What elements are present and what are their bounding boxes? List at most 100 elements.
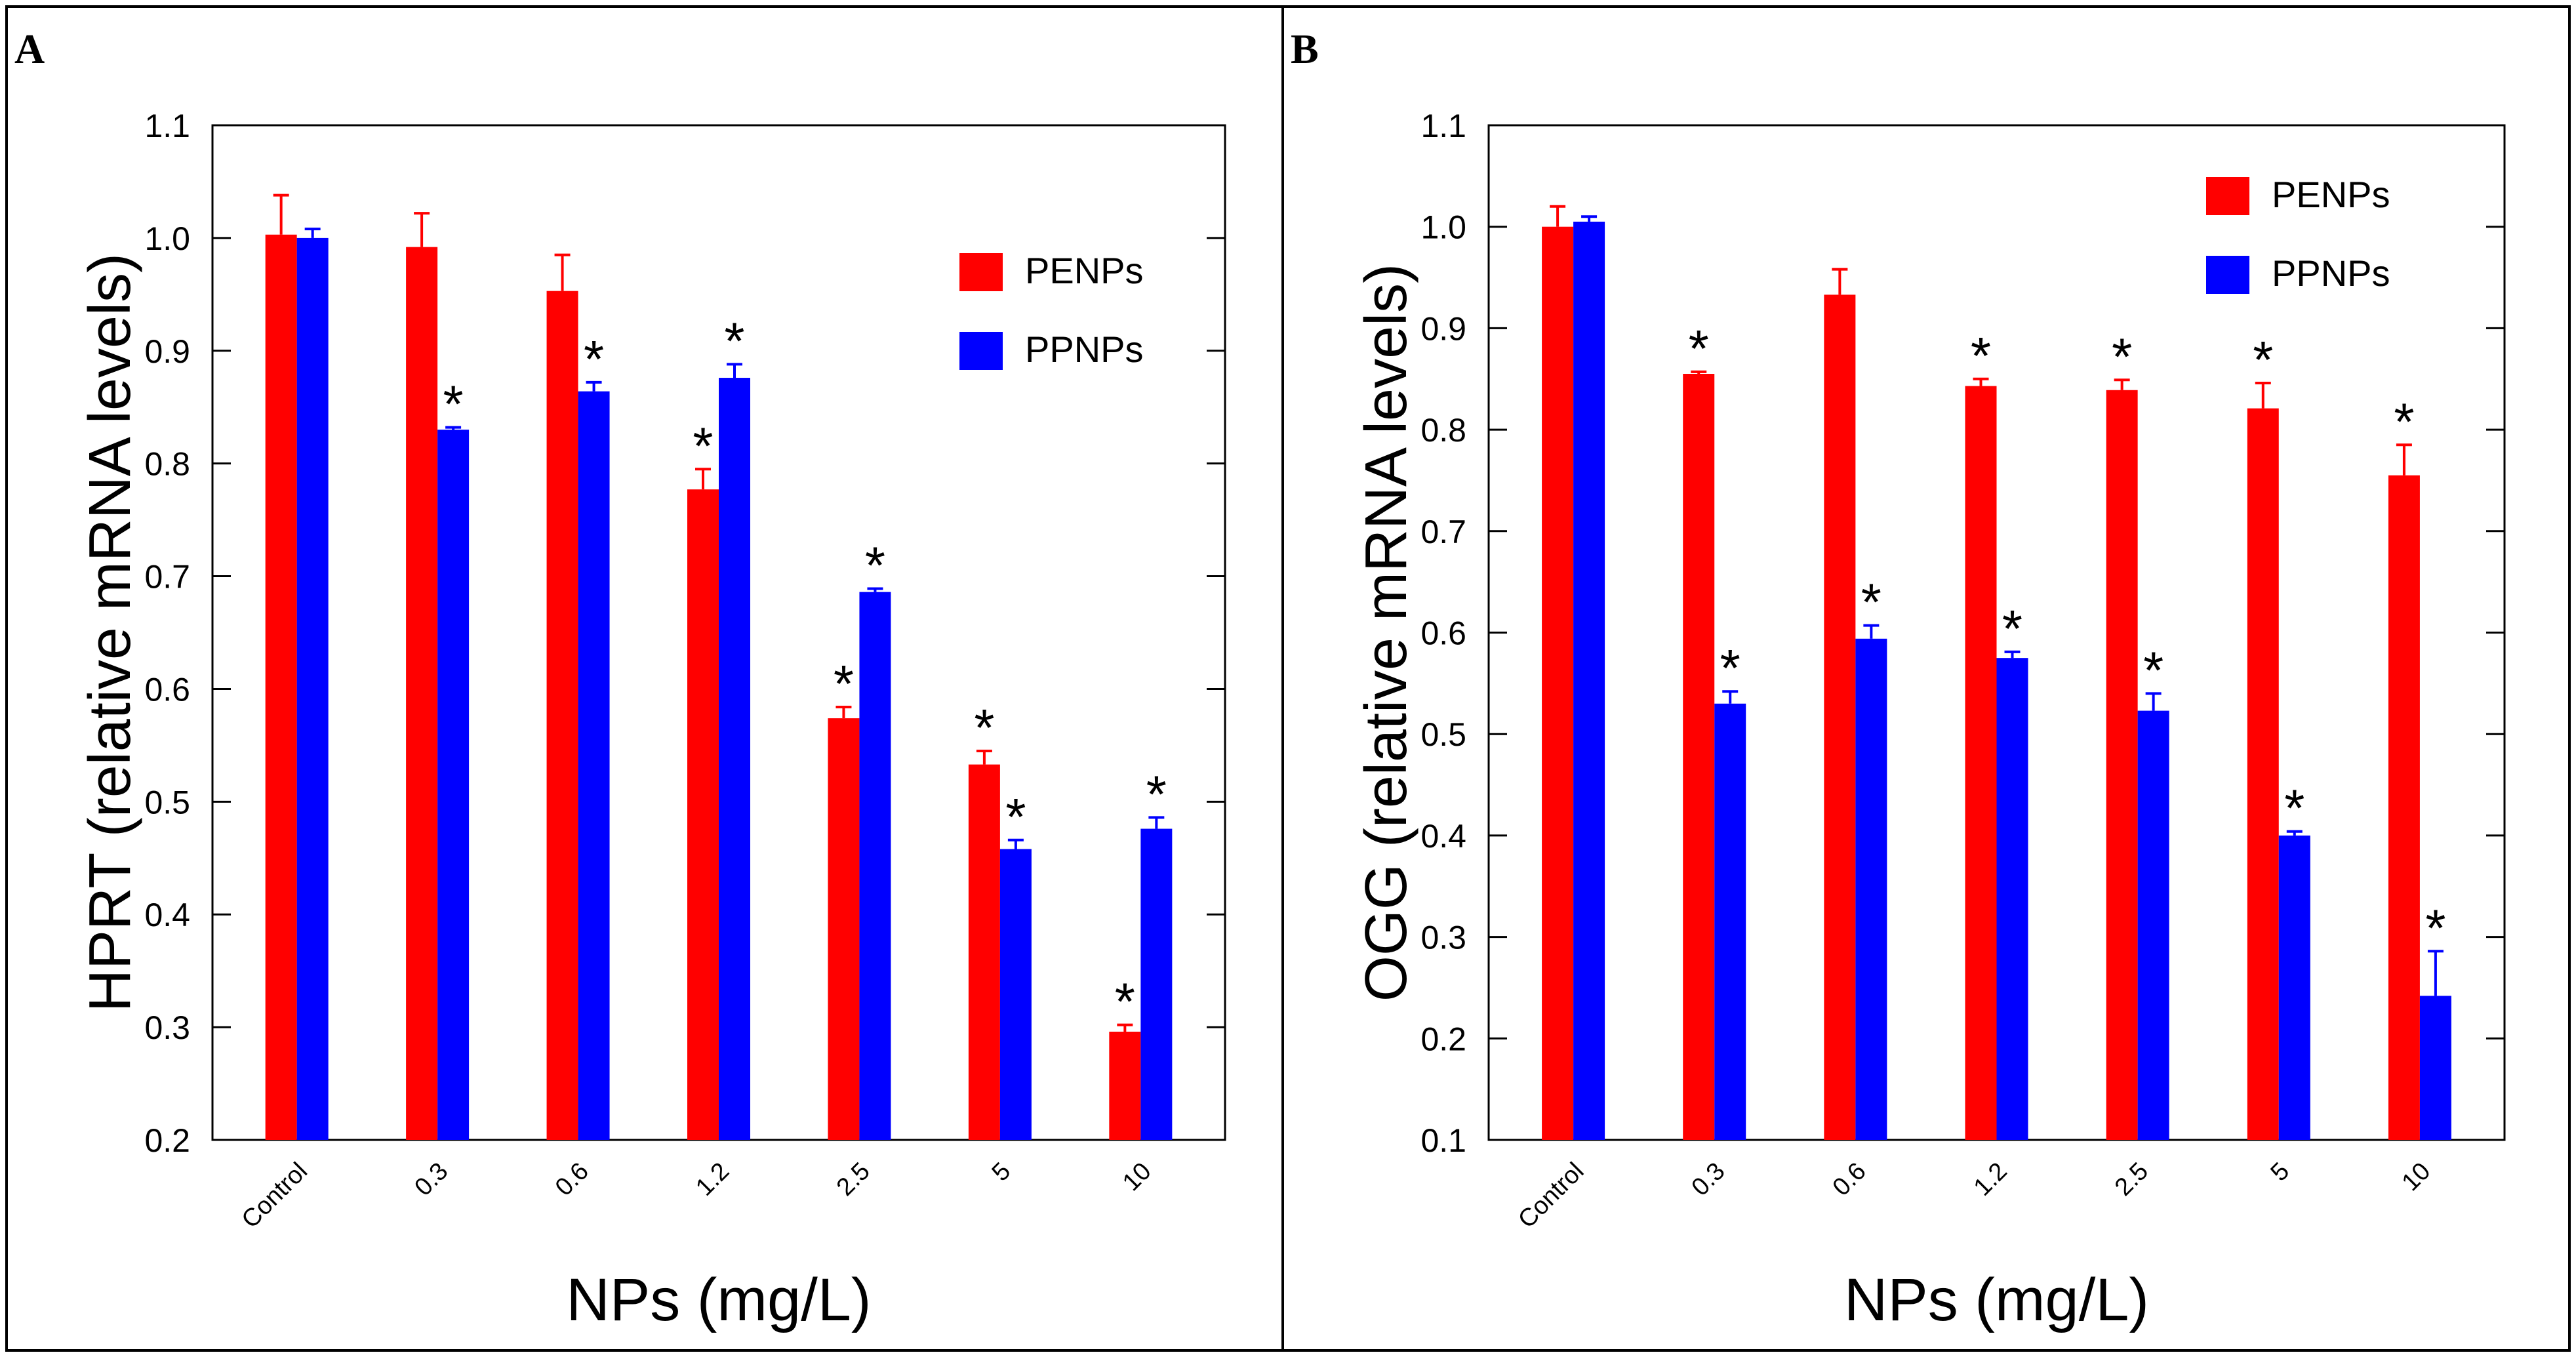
- chart-b-xtick-label: Control: [1513, 1158, 1589, 1234]
- chart-b-ytick-label: 0.4: [1420, 818, 1466, 855]
- chart-a-ytick-label: 0.2: [144, 1122, 190, 1159]
- chart-b-significance-star: *: [2143, 641, 2163, 699]
- panel-a-letter: A: [14, 26, 45, 72]
- chart-a-ytick-label: 0.3: [144, 1009, 190, 1046]
- chart-a-xtick-label: 0.6: [550, 1158, 594, 1202]
- chart-a-significance-star: *: [974, 699, 994, 757]
- chart-a-bar-ppnps: [1140, 828, 1173, 1140]
- chart-b-ogg: 0.1 0.2 0.3 0.4 0.5 0.6 0.7 0.8 0.9 1.0 1.1 Control…: [1354, 108, 2506, 1333]
- chart-b-bar-penps: [2388, 475, 2420, 1140]
- chart-a-hprt: 0.2 0.3 0.4 0.5 0.6 0.7 0.8 0.9 1.0 1.1 Control 0.3…: [77, 108, 1226, 1333]
- chart-a-ytick-label: 1.1: [144, 108, 190, 144]
- chart-b-significance-star: *: [2112, 327, 2132, 386]
- chart-b-bar-ppnps: [2137, 710, 2169, 1140]
- chart-b-bar-ppnps: [1996, 658, 2028, 1140]
- chart-b-xtick-label: 5: [2265, 1158, 2295, 1187]
- chart-a-bar-penps: [687, 489, 719, 1140]
- chart-a-bar-penps: [265, 234, 297, 1141]
- chart-b-ytick-label: 0.3: [1420, 920, 1466, 956]
- chart-a-significance-star: *: [443, 375, 464, 434]
- chart-a-significance-star: *: [693, 416, 713, 475]
- chart-a-ytick-label: 0.6: [144, 671, 190, 708]
- chart-a-bar-penps: [828, 718, 860, 1140]
- chart-b-xtick-label: 1.2: [1969, 1158, 2013, 1202]
- chart-b-bar-ppnps: [2419, 996, 2451, 1140]
- chart-b-bar-ppnps: [1573, 221, 1605, 1141]
- chart-a-ytick-label: 0.8: [144, 446, 190, 483]
- chart-a-legend-swatch-ppnps: [959, 332, 1003, 370]
- chart-b-ytick-label: 0.5: [1420, 716, 1466, 753]
- chart-b-bar-penps: [1542, 226, 1574, 1141]
- chart-b-legend-swatch-ppnps: [2206, 256, 2249, 294]
- chart-a-legend-swatch-penps: [959, 253, 1003, 291]
- chart-b-xtick-label: 0.6: [1828, 1158, 1872, 1202]
- chart-b-significance-star: *: [1720, 639, 1741, 697]
- chart-b-bar-penps: [1965, 386, 1997, 1140]
- chart-b-ytick-label: 0.2: [1420, 1021, 1466, 1057]
- chart-b-ytick-label: 1.1: [1420, 108, 1466, 144]
- chart-a-xtick-label: 5: [987, 1158, 1016, 1187]
- chart-a-bar-penps: [546, 291, 578, 1141]
- chart-b-legend-label-ppnps: PPNPs: [2272, 253, 2390, 294]
- chart-b-bar-ppnps: [1714, 703, 1746, 1140]
- panel-b-letter: B: [1291, 26, 1319, 72]
- chart-b-significance-star: *: [2394, 392, 2414, 451]
- chart-a-ytick-label: 1.0: [144, 220, 190, 257]
- chart-b-ytick-label: 0.6: [1420, 615, 1466, 652]
- chart-b-x-axis-title: NPs (mg/L): [1844, 1266, 2149, 1333]
- chart-b-ytick-label: 0.1: [1420, 1122, 1466, 1159]
- chart-a-significance-star: *: [834, 655, 854, 713]
- chart-b-ytick-label: 0.9: [1420, 310, 1466, 347]
- chart-a-xtick-label: Control: [237, 1158, 313, 1234]
- chart-a-ytick-label: 0.7: [144, 559, 190, 596]
- chart-a-bar-penps: [1109, 1031, 1141, 1140]
- chart-a-significance-star: *: [1115, 973, 1135, 1031]
- chart-a-bar-ppnps: [296, 237, 329, 1140]
- chart-a-ytick-label: 0.5: [144, 784, 190, 820]
- chart-a-legend-label-ppnps: PPNPs: [1025, 329, 1144, 370]
- chart-b-bar-penps: [2247, 408, 2279, 1140]
- chart-b-xtick-label: 0.3: [1687, 1158, 1731, 1202]
- chart-a-bar-ppnps: [859, 592, 891, 1140]
- chart-a-bar-ppnps: [578, 391, 610, 1141]
- chart-b-legend-swatch-penps: [2206, 177, 2249, 215]
- chart-b-xtick-label: 2.5: [2110, 1158, 2154, 1202]
- chart-b-significance-star: *: [1971, 327, 1991, 385]
- chart-b-legend-label-penps: PENPs: [2272, 174, 2390, 215]
- chart-a-bar-penps: [968, 764, 1000, 1140]
- chart-b-ytick-label: 0.7: [1420, 514, 1466, 550]
- chart-a-xtick-label: 2.5: [832, 1158, 875, 1202]
- chart-a-significance-star: *: [865, 536, 885, 594]
- chart-b-significance-star: *: [2253, 331, 2273, 389]
- chart-a-y-axis-title: HPRT (relative mRNA levels): [77, 253, 143, 1012]
- chart-a-significance-star: *: [1005, 788, 1026, 846]
- chart-b-bar-penps: [1683, 374, 1715, 1140]
- chart-b-significance-star: *: [2284, 779, 2304, 838]
- chart-b-bar-ppnps: [1855, 638, 1887, 1140]
- chart-a-x-axis-title: NPs (mg/L): [566, 1266, 871, 1333]
- chart-a-bar-ppnps: [719, 378, 750, 1140]
- chart-a-xtick-label: 10: [1117, 1158, 1157, 1197]
- chart-a-significance-star: *: [1146, 765, 1167, 823]
- panel-b-frame: [1281, 5, 2571, 1352]
- chart-a-ytick-label: 0.4: [144, 897, 190, 933]
- chart-b-significance-star: *: [1861, 573, 1882, 632]
- chart-b-bar-ppnps: [2278, 835, 2310, 1140]
- chart-a-bar-ppnps: [437, 430, 470, 1140]
- chart-a-bar-penps: [406, 247, 438, 1140]
- chart-a-ytick-label: 0.9: [144, 333, 190, 370]
- chart-b-significance-star: *: [2002, 599, 2023, 658]
- chart-b-y-axis-title: OGG (relative mRNA levels): [1354, 264, 1419, 1002]
- chart-a-xtick-label: 0.3: [409, 1158, 453, 1202]
- chart-a-significance-star: *: [724, 312, 744, 370]
- chart-a-bar-ppnps: [999, 849, 1032, 1140]
- chart-a-legend-label-penps: PENPs: [1025, 250, 1144, 291]
- chart-a-significance-star: *: [584, 330, 604, 388]
- chart-b-significance-star: *: [1689, 319, 1709, 378]
- chart-b-bar-penps: [1824, 294, 1856, 1140]
- chart-b-xtick-label: 10: [2397, 1158, 2436, 1197]
- chart-b-significance-star: *: [2425, 899, 2445, 957]
- chart-b-bar-penps: [2106, 390, 2138, 1140]
- chart-a-xtick-label: 1.2: [691, 1158, 735, 1202]
- chart-b-ytick-label: 0.8: [1420, 412, 1466, 449]
